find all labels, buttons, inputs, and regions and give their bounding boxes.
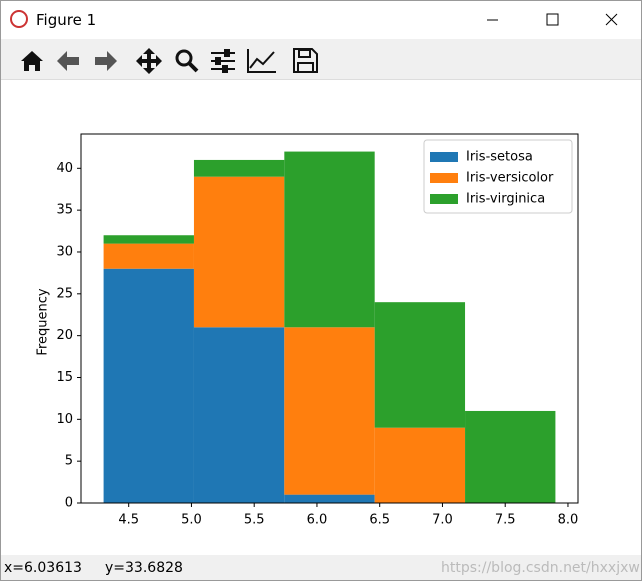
chart: Frequency 0 5 10 15 20 25 30 35 40 4.5 5.0 5.5 6.0 6.… <box>36 133 579 528</box>
title-icons <box>10 10 618 28</box>
legend-label: Iris-setosa <box>466 150 533 165</box>
home-button[interactable] <box>21 51 43 71</box>
window-title: Figure 1 <box>36 11 97 29</box>
legend-swatch <box>430 152 458 162</box>
bar <box>284 494 375 503</box>
edit-axes-button[interactable] <box>247 49 276 73</box>
app-icon <box>10 10 28 28</box>
x-tick-label: 4.5 <box>118 513 139 528</box>
legend-swatch <box>430 194 458 204</box>
x-tick-label: 7.5 <box>495 513 516 528</box>
legend-label: Iris-versicolor <box>466 171 554 186</box>
bar <box>193 159 285 177</box>
bar <box>374 302 466 428</box>
bar <box>103 268 194 503</box>
y-tick-label: 5 <box>65 454 73 469</box>
save-button[interactable] <box>293 48 318 73</box>
legend-swatch <box>430 173 458 183</box>
close[interactable] <box>605 13 618 26</box>
status-y: y=33.6828 <box>105 560 183 576</box>
pan-button[interactable] <box>136 48 162 74</box>
bar <box>193 327 285 503</box>
y-tick-label: 30 <box>56 244 73 259</box>
y-tick-label: 35 <box>56 203 73 218</box>
axes-frame <box>80 133 579 504</box>
x-tick-label: 5.0 <box>181 513 202 528</box>
x-tick-label: 5.5 <box>244 513 265 528</box>
legend: Iris-setosa Iris-versicolor Iris-virginica <box>423 139 573 214</box>
y-tick-label: 25 <box>56 286 73 301</box>
bar <box>284 151 375 328</box>
y-tick-label: 0 <box>65 496 73 511</box>
watermark: https://blog.csdn.net/hxxjxw <box>441 560 640 576</box>
zoom-button[interactable] <box>175 49 199 73</box>
y-tick-label: 15 <box>56 370 73 385</box>
bar <box>465 410 556 503</box>
y-tick-label: 10 <box>56 412 73 427</box>
x-tick-label: 6.5 <box>369 513 390 528</box>
bar <box>103 243 194 269</box>
status-x: x=6.03613 <box>4 560 82 576</box>
x-tick-label: 7.0 <box>432 513 453 528</box>
y-tick-label: 40 <box>56 161 73 176</box>
forward-button[interactable] <box>95 51 117 71</box>
x-tick-label: 6.0 <box>307 513 328 528</box>
toolbar <box>1 39 641 80</box>
legend-label: Iris-virginica <box>466 192 545 207</box>
back-button[interactable] <box>57 51 79 71</box>
status-bar: x=6.03613 y=33.6828 https://blog.csdn.ne… <box>1 555 641 580</box>
configure-button[interactable] <box>211 49 235 73</box>
toolbar-icons <box>21 48 318 74</box>
bar <box>374 427 466 503</box>
x-tick-label: 8.0 <box>558 513 579 528</box>
y-tick-label: 20 <box>56 328 73 343</box>
title-bar: Figure 1 <box>1 1 641 39</box>
legend-box <box>423 139 573 214</box>
bar <box>284 327 375 495</box>
maximize[interactable] <box>546 13 559 26</box>
bar <box>193 176 285 328</box>
bar <box>103 235 194 244</box>
y-axis-label: Frequency <box>36 288 51 355</box>
